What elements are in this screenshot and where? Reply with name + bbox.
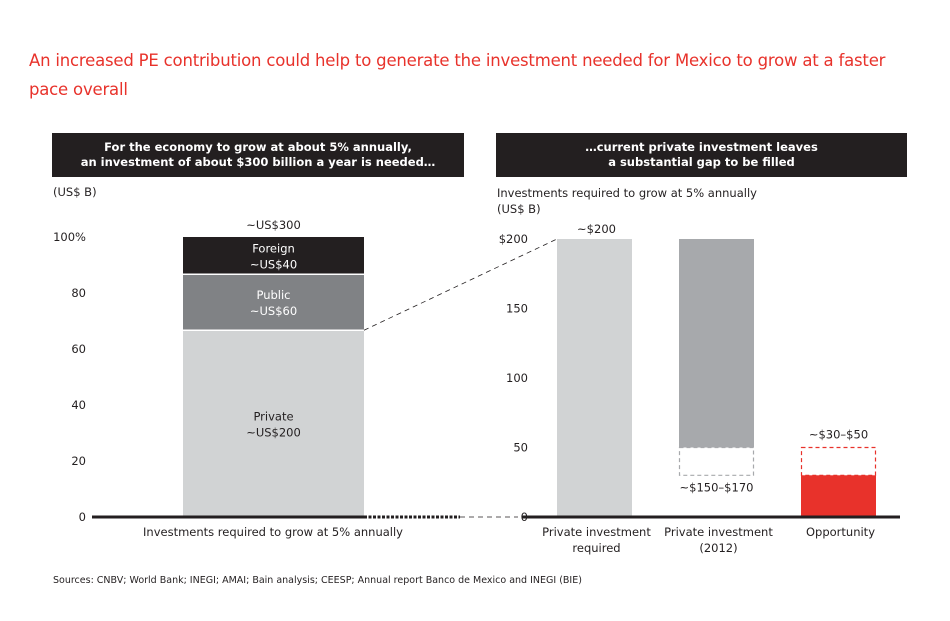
left-segment-name-foreign: Foreign: [252, 242, 295, 256]
left-segment-name-private: Private: [253, 410, 293, 424]
source-note: Sources: CNBV; World Bank; INEGI; AMAI; …: [53, 575, 582, 586]
left-panel-header: For the economy to grow at about 5% annu…: [52, 133, 464, 177]
left-bar-segment-private: [183, 330, 364, 517]
right-unit-label: (US$ B): [497, 202, 541, 216]
bar-opportunity: [801, 475, 876, 517]
bar-private-2012: [679, 239, 754, 448]
right-category-label-line1: Private investment: [542, 525, 651, 539]
right-ytick-label: 100: [506, 371, 528, 385]
right-category-label-line2: required: [572, 541, 620, 555]
right-category-label-line1: Opportunity: [806, 525, 875, 539]
left-segment-value-foreign: ~US$40: [250, 258, 297, 272]
left-ytick-label: 100%: [53, 230, 86, 244]
left-header-line2: an investment of about $300 billion a ye…: [80, 155, 436, 169]
left-segment-value-private: ~US$200: [246, 426, 301, 440]
right-subtitle: Investments required to grow at 5% annua…: [497, 186, 757, 200]
left-unit-label: (US$ B): [53, 185, 97, 199]
right-header-line2: a substantial gap to be filled: [608, 155, 795, 169]
left-segment-name-public: Public: [256, 288, 290, 302]
left-ytick-label: 0: [79, 510, 86, 524]
right-panel-header: …current private investment leaves a sub…: [496, 133, 907, 177]
left-bar-segment-foreign: [183, 237, 364, 275]
bar-opportunity-label: ~$30–$50: [809, 428, 868, 442]
right-ytick-label: 50: [513, 441, 528, 455]
left-ytick-label: 60: [71, 342, 86, 356]
bar-private-2012-label: ~$150–$170: [680, 480, 754, 494]
left-segment-value-public: ~US$60: [250, 304, 297, 318]
right-ytick-label: $200: [499, 232, 528, 246]
left-category-label: Investments required to grow at 5% annua…: [143, 525, 403, 539]
bar-opportunity-range-box: [800, 446, 877, 476]
left-bar-segment-public: [183, 274, 364, 331]
bar-private-required: [557, 239, 632, 517]
left-ytick-label: 80: [71, 286, 86, 300]
left-total-label: ~US$300: [246, 218, 301, 232]
right-header-line1: …current private investment leaves: [585, 140, 818, 154]
bar-private-2012-range-box: [678, 446, 755, 476]
bar-private-required-label: ~$200: [577, 222, 616, 236]
right-ytick-label: 150: [506, 302, 528, 316]
left-header-line1: For the economy to grow at about 5% annu…: [104, 140, 412, 154]
chart-title: An increased PE contribution could help …: [29, 51, 886, 99]
left-ytick-label: 20: [71, 454, 86, 468]
left-ytick-label: 40: [71, 398, 86, 412]
right-category-label-line1: Private investment: [664, 525, 773, 539]
right-category-label-line2: (2012): [699, 541, 737, 555]
connector-line-top: [363, 238, 558, 331]
